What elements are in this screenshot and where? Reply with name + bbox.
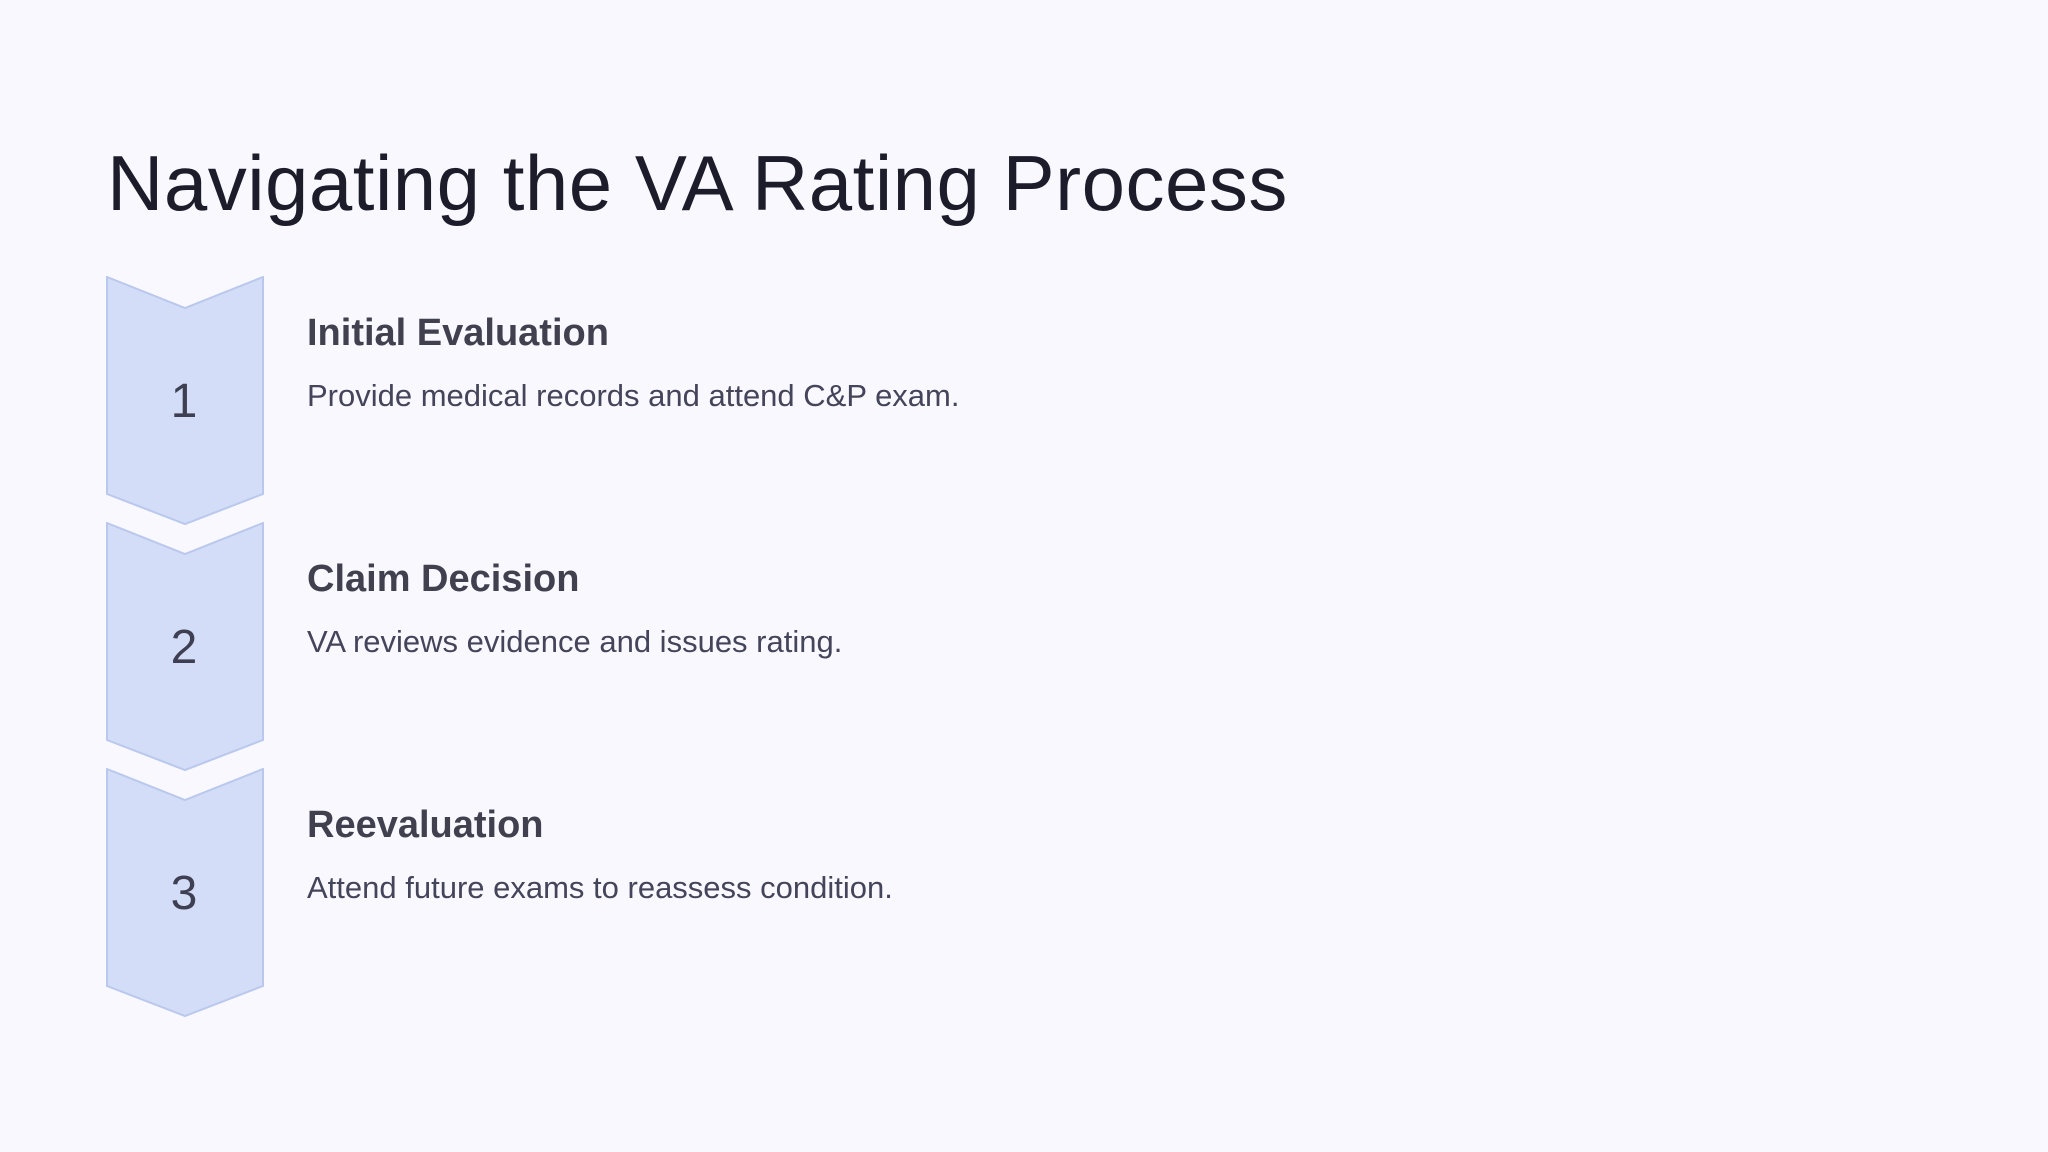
step-number: 1 [170, 375, 198, 428]
step-title: Reevaluation [307, 804, 544, 846]
step-chevron-1 [106, 276, 264, 526]
step-chevron-2 [106, 522, 264, 772]
step-number: 2 [170, 621, 198, 674]
step-title: Claim Decision [307, 558, 580, 600]
step-description: Attend future exams to reassess conditio… [307, 870, 893, 905]
step-description: VA reviews evidence and issues rating. [307, 624, 843, 659]
page-title: Navigating the VA Rating Process [107, 139, 1288, 227]
step-chevron-3 [106, 768, 264, 1018]
step-number: 3 [170, 867, 198, 920]
step-description: Provide medical records and attend C&P e… [307, 378, 960, 413]
step-title: Initial Evaluation [307, 312, 609, 354]
